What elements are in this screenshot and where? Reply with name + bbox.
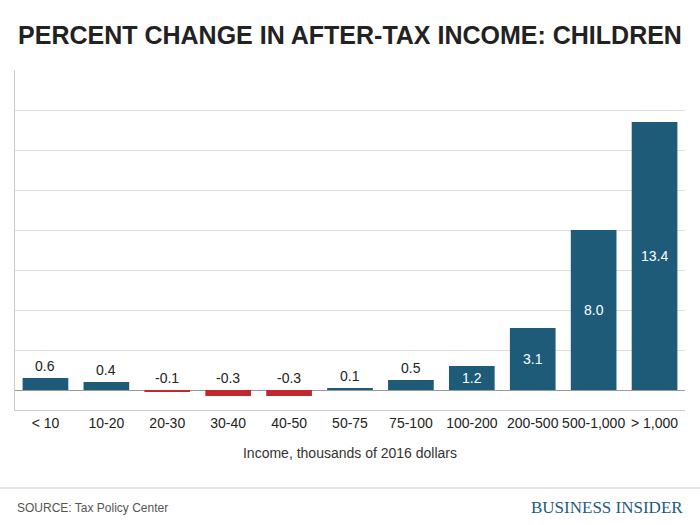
svg-text:Income, thousands of 2016 doll: Income, thousands of 2016 dollars xyxy=(243,445,457,461)
svg-text:3.1: 3.1 xyxy=(523,351,543,367)
svg-text:50-75: 50-75 xyxy=(332,415,368,431)
svg-text:-0.1: -0.1 xyxy=(155,370,179,386)
svg-text:< 10: < 10 xyxy=(32,415,60,431)
svg-text:-0.3: -0.3 xyxy=(277,370,301,386)
svg-text:30-40: 30-40 xyxy=(210,415,246,431)
svg-text:0.6: 0.6 xyxy=(35,358,55,374)
svg-text:500-1,000: 500-1,000 xyxy=(562,415,625,431)
svg-text:100-200: 100-200 xyxy=(446,415,498,431)
svg-text:40-50: 40-50 xyxy=(271,415,307,431)
svg-text:PERCENT CHANGE IN AFTER-TAX IN: PERCENT CHANGE IN AFTER-TAX INCOME: CHIL… xyxy=(18,21,682,49)
svg-text:SOURCE: Tax Policy Center: SOURCE: Tax Policy Center xyxy=(17,501,168,515)
svg-text:1.2: 1.2 xyxy=(462,370,482,386)
svg-text:200-500: 200-500 xyxy=(507,415,559,431)
svg-text:BUSINESS INSIDER: BUSINESS INSIDER xyxy=(531,498,683,517)
svg-text:> 1,000: > 1,000 xyxy=(631,415,678,431)
svg-text:8.0: 8.0 xyxy=(584,302,604,318)
svg-text:75-100: 75-100 xyxy=(389,415,433,431)
svg-text:13.4: 13.4 xyxy=(641,248,668,264)
svg-text:0.5: 0.5 xyxy=(401,360,421,376)
svg-text:-0.3: -0.3 xyxy=(216,370,240,386)
svg-text:10-20: 10-20 xyxy=(88,415,124,431)
svg-text:20-30: 20-30 xyxy=(149,415,185,431)
svg-text:0.1: 0.1 xyxy=(340,368,360,384)
svg-text:0.4: 0.4 xyxy=(96,362,116,378)
